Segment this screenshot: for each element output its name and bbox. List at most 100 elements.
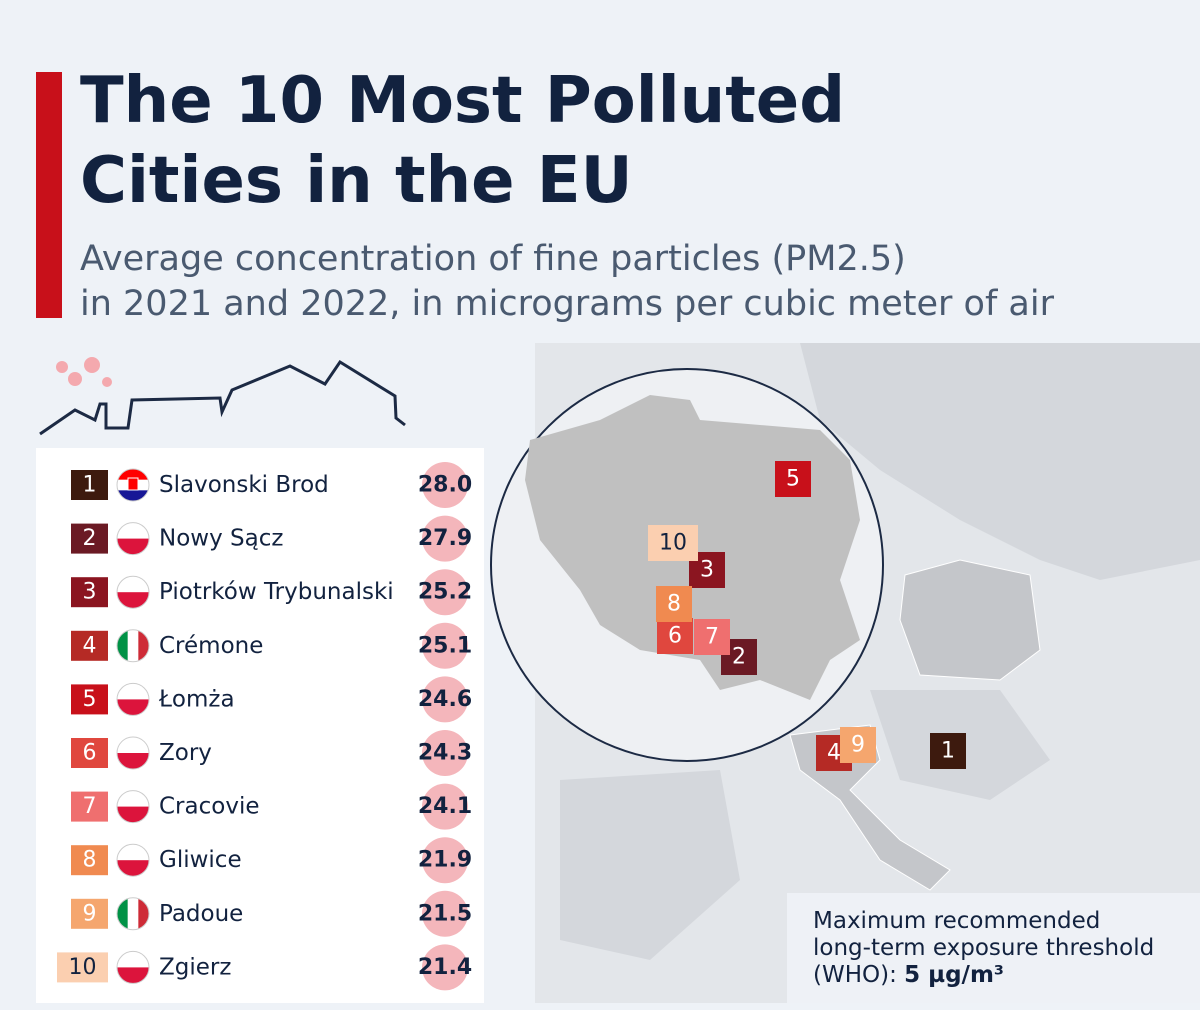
rank-box [71,791,108,822]
flag-border [116,950,150,984]
value-bubble [422,730,468,776]
flag-stripe [138,629,149,662]
flag-border [116,629,150,663]
flag-border [116,897,150,931]
value: 21.5 [418,901,472,926]
city: Cracovie [159,794,259,820]
map-marker [840,727,876,763]
rank: 2 [83,526,97,551]
value-bubble [422,783,468,830]
map-marker-label: 2 [732,645,746,670]
flag-stripe [138,897,149,930]
flag [116,736,150,770]
subtitle: in 2021 and 2022, in micrograms per cubi… [80,284,1055,324]
subtitle: Average concentration of fine particles … [80,239,906,279]
note-prefix: (WHO): [813,962,904,988]
map-marker-label: 5 [786,467,800,492]
note: long-term exposure threshold [813,935,1154,961]
flag-stripe [117,538,149,555]
rank-box [71,898,108,929]
note-box [787,893,1200,1003]
flag-body [117,576,149,609]
flag-border [116,682,150,716]
map-marker-label: 6 [668,624,682,649]
flag-emblem [127,477,139,491]
rank: 6 [83,741,97,766]
flag [116,843,150,877]
map-marker-label: 7 [705,625,719,650]
flag [116,950,150,984]
flag-stripe [117,699,149,716]
flag-stripe [117,860,149,877]
map-marker-label: 3 [700,558,714,583]
flag-body [117,522,149,555]
flag-border [116,468,150,502]
map-marker-label: 9 [851,733,865,758]
city: Zory [159,740,212,766]
note: Maximum recommended [813,908,1100,934]
rank: 10 [69,955,97,980]
map-marker-label: 8 [667,592,681,617]
flag-stripe [117,967,149,984]
value-bubble [422,462,468,508]
flag-body [117,844,149,877]
accent-bar [36,72,62,318]
title: The 10 Most Polluted [80,64,845,138]
rank: 3 [83,580,97,605]
map-marker [656,586,692,622]
value: 27.9 [418,526,472,551]
rank-box [71,684,108,715]
flag-body [117,629,149,662]
flag [116,575,150,609]
value: 24.6 [418,687,472,712]
flag [116,790,150,824]
value-bubble [422,890,468,937]
flag [116,897,150,931]
note: (WHO): 5 µg/m³ [813,962,1004,988]
flag-border [116,522,150,556]
flag-stripe [117,683,149,700]
flag-stripe [117,737,149,753]
rank: 1 [83,473,97,498]
flag-body [117,790,149,823]
value: 28.0 [418,473,472,498]
flag-stripe [117,469,149,481]
flag-body [117,683,149,716]
rank-box [71,845,108,876]
flag [116,468,150,502]
flag-stripe [117,753,149,769]
map-marker [648,525,698,561]
rank-box [71,577,108,608]
city: Nowy Sącz [159,526,283,552]
flag-body [117,469,149,501]
flag-stripe [117,592,149,609]
map-marker-label: 4 [827,741,841,766]
rank: 5 [83,687,97,712]
value-bubble [422,837,468,884]
rank-box [71,630,108,661]
list-panel [36,448,484,1003]
city: Piotrków Trybunalski [159,579,394,605]
value-bubble [422,622,468,669]
rank: 9 [83,901,97,926]
flag-border [116,736,150,770]
flag-stripe [117,522,149,539]
map-marker [657,618,693,654]
skyline-icon [39,359,406,436]
map-marker [775,461,811,497]
map-marker [694,619,730,655]
city: Zgierz [159,954,231,980]
flag-stripe [117,790,149,807]
flag-stripe [117,951,149,968]
flag-stripe [117,576,149,593]
value-bubble [422,569,468,616]
value: 25.1 [418,633,472,658]
value-bubble [422,944,468,991]
flag-border [116,843,150,877]
city: Łomża [158,686,235,712]
flag-stripe [127,629,139,662]
value: 24.1 [418,794,472,819]
value: 24.3 [418,741,472,766]
flag-stripe [117,806,149,823]
value-bubble [422,676,468,723]
